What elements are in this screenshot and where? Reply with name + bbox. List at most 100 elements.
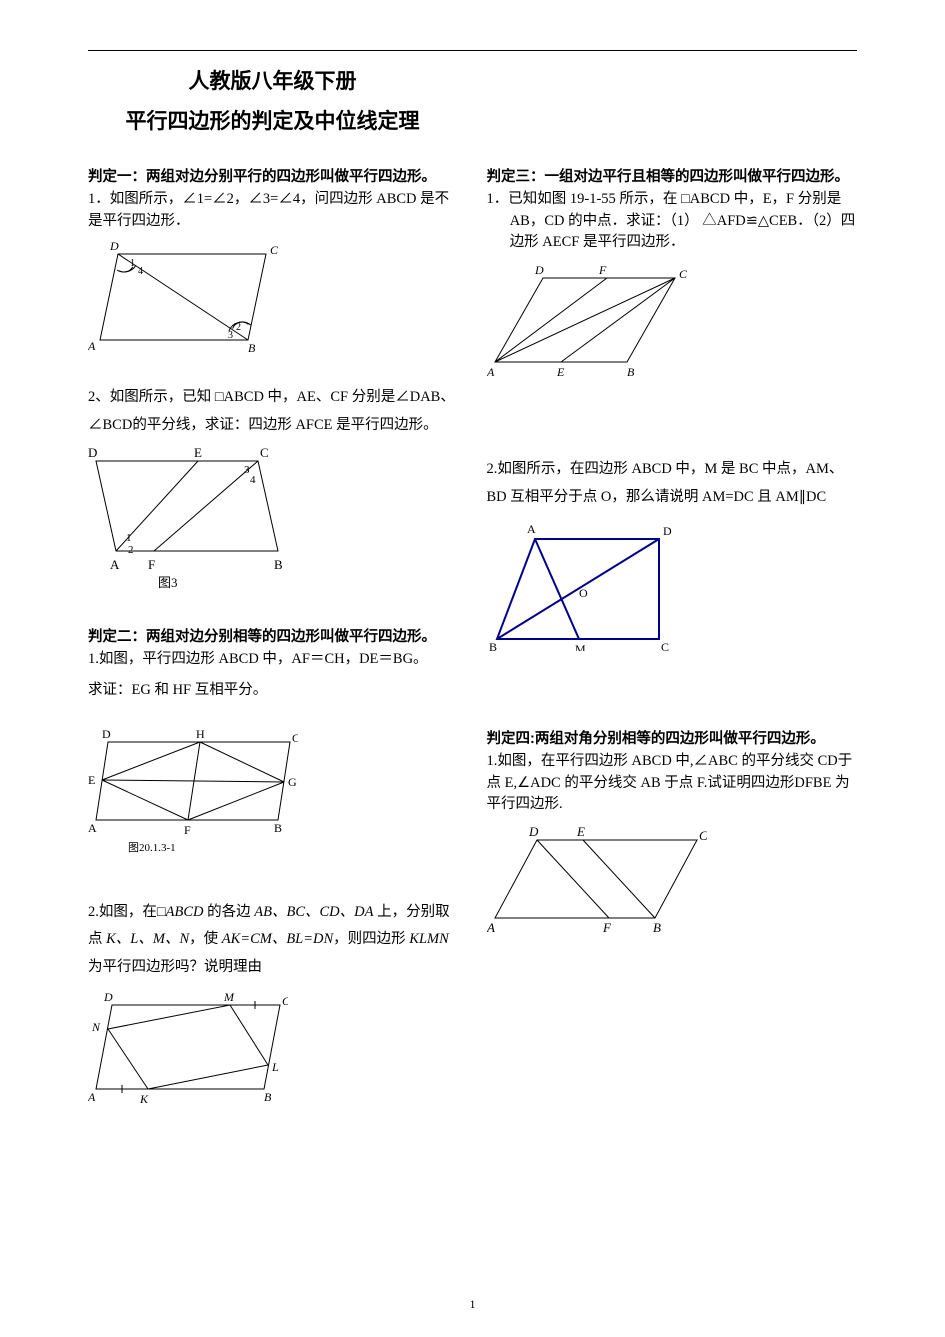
figure-3-1-svg: A B C D E F	[487, 258, 687, 378]
criterion-2-heading: 判定二：两组对边分别相等的四边形叫做平行四边形。	[88, 627, 459, 649]
figure-2-1-svg: ABCDEFGH	[88, 720, 298, 840]
problem-2-2-text: 2.如图，在□ABCD 的各边 AB、BC、CD、DA 上，分别取点 K、L、M…	[88, 899, 459, 982]
figure-3-2: A D B C M O	[487, 521, 858, 651]
svg-text:1: 1	[126, 532, 132, 544]
svg-text:D: D	[102, 727, 111, 741]
title-line-1: 人教版八年级下册	[88, 66, 457, 98]
svg-text:A: A	[88, 339, 96, 353]
figure-2-1: ABCDEFGH 图20.1.3-1	[88, 720, 459, 857]
problem-1-1-text: 1．如图所示，∠1=∠2，∠3=∠4，问四边形 ABCD 是不是平行四边形．	[88, 189, 459, 233]
svg-text:C: C	[679, 267, 687, 281]
svg-text:F: F	[602, 920, 612, 932]
svg-text:N: N	[91, 1020, 101, 1034]
svg-text:D: D	[663, 524, 672, 538]
svg-text:A: A	[527, 522, 536, 536]
svg-text:D: D	[109, 239, 119, 253]
problem-3-2-text: 2.如图所示，在四边形 ABCD 中，M 是 BC 中点，AM、BD 互相平分于…	[487, 456, 858, 511]
svg-text:F: F	[148, 557, 155, 572]
svg-text:A: A	[487, 365, 495, 378]
section-criterion-3: 判定三：一组对边平行且相等的四边形叫做平行四边形。 1．已知如图 19-1-55…	[487, 167, 858, 378]
svg-text:3: 3	[228, 330, 233, 341]
criterion-4-heading: 判定四:两组对角分别相等的四边形叫做平行四边形。	[487, 729, 858, 751]
figure-2-2: A B C D K L M N	[88, 985, 459, 1105]
svg-text:F: F	[598, 263, 607, 277]
p22-b: □ABCD	[157, 904, 204, 920]
svg-text:K: K	[139, 1092, 149, 1105]
problem-2-1-text-b: 求证：EG 和 HF 互相平分。	[88, 680, 459, 702]
title-block: 人教版八年级下册 平行四边形的判定及中位线定理	[88, 66, 857, 137]
figure-3-2-svg: A D B C M O	[487, 521, 677, 651]
svg-text:B: B	[248, 341, 256, 354]
svg-text:B: B	[274, 557, 283, 572]
svg-text:B: B	[264, 1090, 272, 1104]
svg-text:C: C	[282, 994, 288, 1008]
figure-4-1-svg: A B C D F E	[487, 822, 707, 932]
problem-1-2-text: 2、如图所示，已知 □ABCD 中，AE、CF 分别是∠DAB、∠BCD的平分线…	[88, 384, 459, 439]
figure-1-2-caption: 图3	[88, 573, 368, 593]
svg-text:H: H	[196, 727, 205, 741]
section-criterion-1: 判定一：两组对边分别平行的四边形叫做平行四边形。 1．如图所示，∠1=∠2，∠3…	[88, 167, 459, 354]
svg-text:C: C	[270, 243, 278, 257]
svg-text:E: E	[194, 445, 202, 460]
p22-j: KLMN	[409, 931, 449, 947]
p22-a: 2.如图，在	[88, 904, 157, 920]
problem-3-1-text: 1．已知如图 19-1-55 所示，在 □ABCD 中，E，F 分别是 AB，C…	[487, 189, 858, 254]
svg-text:E: E	[88, 773, 95, 787]
svg-text:L: L	[271, 1060, 279, 1074]
problem-3-2: 2.如图所示，在四边形 ABCD 中，M 是 BC 中点，AM、BD 互相平分于…	[487, 456, 858, 651]
svg-text:C: C	[260, 445, 269, 460]
svg-text:M: M	[223, 990, 235, 1004]
svg-text:C: C	[292, 731, 298, 745]
svg-text:A: A	[88, 1090, 96, 1104]
svg-text:2: 2	[236, 322, 241, 333]
problem-4-1-text: 1.如图，在平行四边形 ABCD 中,∠ABC 的平分线交 CD于点 E,∠AD…	[487, 751, 858, 816]
figure-3-1: A B C D E F	[487, 258, 858, 378]
svg-text:D: D	[103, 990, 113, 1004]
p22-f: K、L、M、N	[106, 931, 189, 947]
page: 人教版八年级下册 平行四边形的判定及中位线定理 判定一：两组对边分别平行的四边形…	[0, 0, 945, 1337]
page-number: 1	[0, 1295, 945, 1313]
svg-text:B: B	[489, 640, 497, 651]
top-rule	[88, 50, 857, 51]
svg-text:D: D	[88, 445, 97, 460]
svg-text:A: A	[110, 557, 120, 572]
svg-text:B: B	[653, 920, 661, 932]
section-criterion-4: 判定四:两组对角分别相等的四边形叫做平行四边形。 1.如图，在平行四边形 ABC…	[487, 729, 858, 932]
svg-text:B: B	[274, 821, 282, 835]
svg-text:A: A	[487, 920, 495, 932]
p22-k: 为平行四边形吗？说明理由	[88, 959, 262, 975]
svg-text:4: 4	[138, 266, 143, 277]
figure-1-2-svg: ABCDEF1234	[88, 443, 298, 573]
svg-text:E: E	[556, 365, 565, 378]
svg-text:C: C	[699, 828, 707, 843]
figure-2-2-svg: A B C D K L M N	[88, 985, 288, 1105]
figure-1-2: ABCDEF1234 图3	[88, 443, 459, 593]
svg-text:O: O	[579, 586, 588, 600]
problem-1-2: 2、如图所示，已知 □ABCD 中，AE、CF 分别是∠DAB、∠BCD的平分线…	[88, 384, 459, 593]
figure-1-1-svg: A B C D14 23	[88, 236, 278, 354]
svg-text:2: 2	[128, 544, 134, 556]
figure-4-1: A B C D F E	[487, 822, 858, 932]
p22-i: ，则四边形	[333, 931, 409, 947]
two-columns: 判定一：两组对边分别平行的四边形叫做平行四边形。 1．如图所示，∠1=∠2，∠3…	[88, 167, 857, 1105]
section-criterion-2: 判定二：两组对边分别相等的四边形叫做平行四边形。 1.如图，平行四边形 ABCD…	[88, 627, 459, 857]
criterion-1-head-text: 判定一：两组对边分别平行的四边形叫做平行四边形。	[88, 169, 436, 185]
svg-text:B: B	[627, 365, 635, 378]
svg-text:M: M	[575, 642, 586, 651]
svg-text:4: 4	[250, 474, 256, 486]
svg-text:F: F	[184, 823, 191, 837]
figure-2-1-caption: 图20.1.3-1	[88, 840, 338, 857]
svg-text:G: G	[288, 775, 297, 789]
problem-2-1-text-a: 1.如图，平行四边形 ABCD 中，AF＝CH，DE＝BG。	[88, 649, 459, 671]
p22-g: ，使	[189, 931, 222, 947]
title-line-2: 平行四边形的判定及中位线定理	[88, 106, 457, 138]
problem-2-2: 2.如图，在□ABCD 的各边 AB、BC、CD、DA 上，分别取点 K、L、M…	[88, 899, 459, 1106]
p22-h: AK=CM、BL=DN	[222, 931, 333, 947]
svg-text:D: D	[528, 824, 539, 839]
criterion-1-heading: 判定一：两组对边分别平行的四边形叫做平行四边形。	[88, 167, 459, 189]
svg-text:E: E	[576, 824, 585, 839]
criterion-3-heading: 判定三：一组对边平行且相等的四边形叫做平行四边形。	[487, 167, 858, 189]
svg-text:D: D	[534, 263, 544, 277]
svg-text:C: C	[661, 640, 669, 651]
svg-text:1: 1	[130, 258, 135, 269]
